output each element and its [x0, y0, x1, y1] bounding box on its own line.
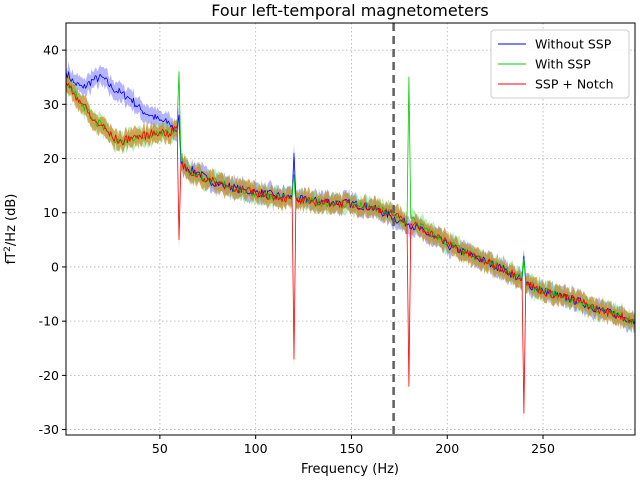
y-tick-label: 0 [51, 259, 59, 274]
y-tick-label: -20 [39, 368, 59, 383]
x-tick-label: 50 [152, 441, 168, 456]
x-tick-label: 100 [244, 441, 268, 456]
y-axis-label-sup: 2 [3, 246, 13, 252]
legend-label: SSP + Notch [535, 77, 614, 92]
series-line [65, 82, 636, 414]
x-ticks: 50 100 150 200 250 [152, 435, 555, 456]
legend: Without SSP With SSP SSP + Notch [490, 29, 630, 99]
legend-label: With SSP [535, 57, 591, 72]
y-axis-label: fT2/Hz (dB) [3, 194, 19, 265]
y-tick-label: -30 [39, 422, 59, 437]
x-tick-label: 250 [531, 441, 555, 456]
chart-title: Four left-temporal magnetometers [211, 1, 489, 20]
y-tick-label: -10 [39, 314, 59, 329]
y-tick-label: 40 [43, 43, 59, 58]
y-axis-label-main: fT [4, 252, 19, 265]
y-tick-label: 20 [43, 151, 59, 166]
y-axis-label-rest: /Hz (dB) [4, 194, 19, 246]
legend-box [490, 29, 630, 99]
y-tick-label: 30 [43, 97, 59, 112]
plot-frame [65, 22, 636, 436]
x-tick-label: 150 [340, 441, 364, 456]
series-band [66, 72, 635, 422]
x-tick-label: 200 [435, 441, 459, 456]
y-tick-label: 10 [43, 205, 59, 220]
legend-label: Without SSP [535, 37, 612, 52]
x-axis-label: Frequency (Hz) [301, 462, 399, 477]
y-ticks: -30 -20 -10 0 10 20 30 40 [39, 43, 66, 437]
series-lines [65, 71, 636, 414]
